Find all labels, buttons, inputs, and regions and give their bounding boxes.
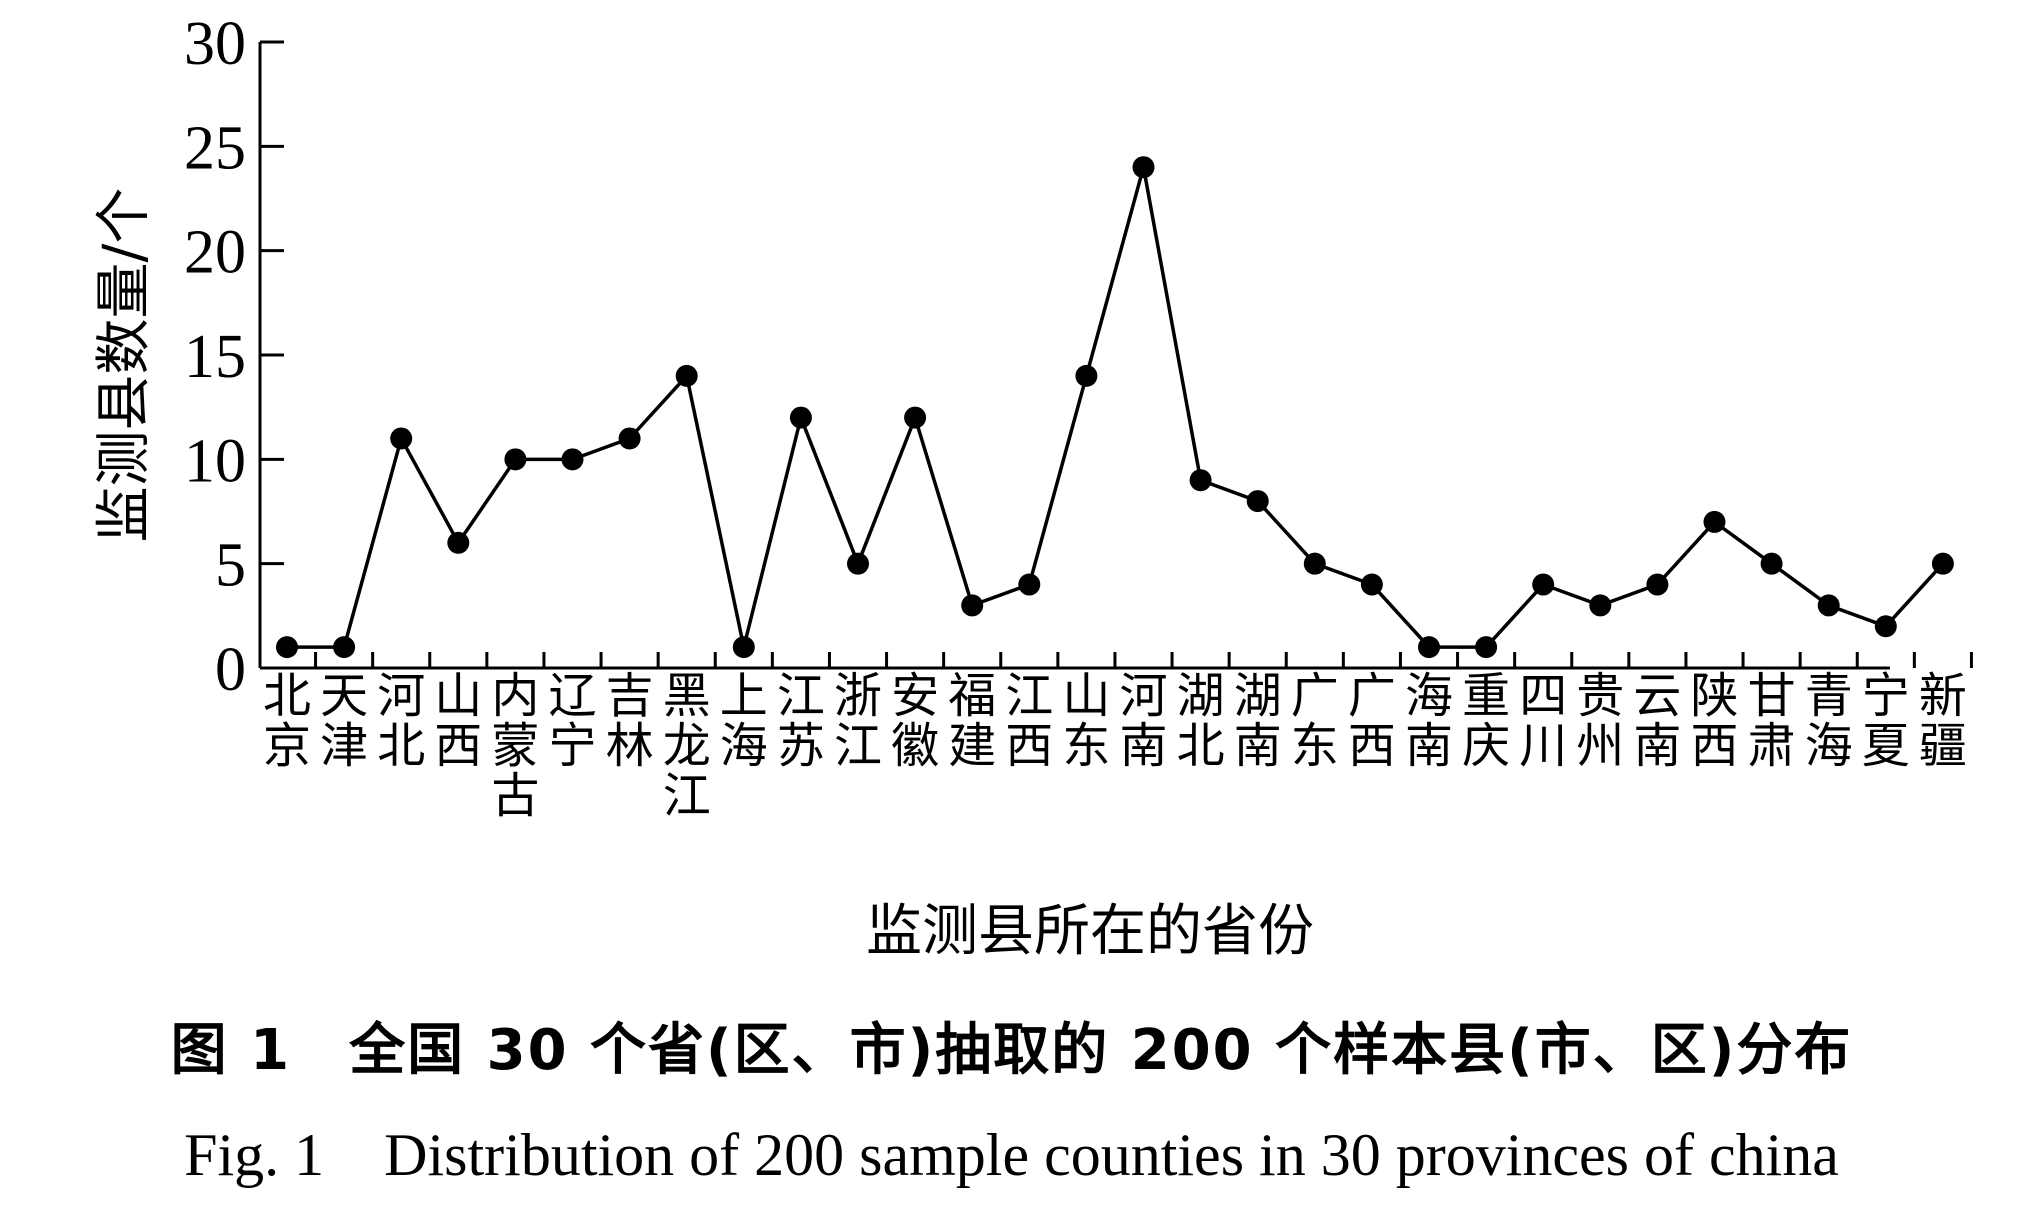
data-point [1360,573,1383,596]
x-tick-label: 湖南 [1234,668,1282,774]
x-tick-label: 安徽 [891,668,939,774]
data-point [1817,594,1840,617]
x-tick-label: 湖北 [1177,668,1225,774]
x-tick-label: 广东 [1291,668,1339,774]
data-point [1189,469,1212,492]
data-point [1931,552,1954,575]
data-point [789,406,812,429]
data-point [675,364,698,387]
x-tick-label: 天津 [320,668,368,774]
data-point [1589,594,1612,617]
data-point [1075,364,1098,387]
x-tick-label: 陕西 [1690,668,1738,774]
y-tick-label: 30 [184,10,246,78]
x-tick-label: 河北 [377,668,425,774]
data-point [1760,552,1783,575]
data-point [1246,490,1269,513]
x-tick-label: 江苏 [777,668,825,774]
data-point [1532,573,1555,596]
data-point [390,427,413,450]
data-point [1418,636,1440,659]
x-tick-label: 云南 [1633,668,1681,774]
data-point [961,594,984,617]
data-series [276,156,1954,659]
data-point [1703,510,1726,533]
data-point [1018,573,1041,596]
x-tick-label: 贵州 [1576,668,1624,774]
x-tick-label: 海南 [1405,668,1453,774]
x-tick-label: 内蒙古 [491,668,539,824]
y-tick-label: 10 [184,427,246,495]
x-tick-label: 河南 [1119,668,1167,774]
data-point [561,448,584,471]
x-tick-label: 福建 [948,668,996,774]
x-tick-label: 重庆 [1462,668,1510,774]
data-point [1303,552,1326,575]
figure-caption-chinese: 图 1 全国 30 个省(区、市)抽取的 200 个样本县(市、区)分布 [170,1018,1853,1083]
x-tick-label: 宁夏 [1862,668,1910,774]
x-tick-label: 黑龙江 [663,668,711,824]
y-tick-label: 25 [184,114,246,182]
data-point [1646,573,1669,596]
x-tick-label: 辽宁 [548,668,596,774]
data-point [618,427,641,450]
data-point [504,448,527,471]
x-tick-label: 四川 [1519,668,1567,774]
x-tick-label: 浙江 [834,668,882,774]
line-chart: 0 5 10 15 20 25 30 北京天津河北山西内蒙古辽宁吉林黑龙江上海江苏浙江安徽福… [92,10,1973,964]
data-point [1475,636,1498,659]
data-point [333,636,356,659]
data-point [276,636,298,659]
x-tick-label: 吉林 [606,668,654,774]
x-tick-label: 山西 [434,668,482,774]
x-tick-label: 山东 [1062,668,1110,774]
data-point [447,531,470,554]
x-tick-label: 新疆 [1919,668,1967,774]
x-tick-label: 广西 [1348,668,1396,774]
series-line [287,166,1945,649]
x-tick-label: 北京 [263,668,311,774]
x-axis: 北京天津河北山西内蒙古辽宁吉林黑龙江上海江苏浙江安徽福建江西山东河南湖北湖南广东… [260,652,1973,824]
y-tick-label: 20 [184,219,246,287]
x-tick-label: 青海 [1805,668,1853,774]
data-point [904,406,927,429]
y-tick-label: 0 [215,636,246,704]
x-tick-label: 上海 [720,668,768,774]
data-point [732,636,755,659]
data-point [1874,615,1897,638]
y-axis-label: 监测县数量/个 [92,188,157,543]
x-tick-label: 江西 [1005,668,1053,774]
x-tick-label: 甘肃 [1748,668,1796,774]
data-point [847,552,869,575]
y-tick-label: 15 [184,323,246,391]
y-tick-label: 5 [215,532,246,600]
figure-caption-english: Fig. 1 Distribution of 200 sample counti… [184,1122,1839,1188]
y-axis: 0 5 10 15 20 25 30 [184,10,284,704]
data-point [1132,156,1155,179]
x-axis-label: 监测县所在的省份 [866,899,1314,964]
